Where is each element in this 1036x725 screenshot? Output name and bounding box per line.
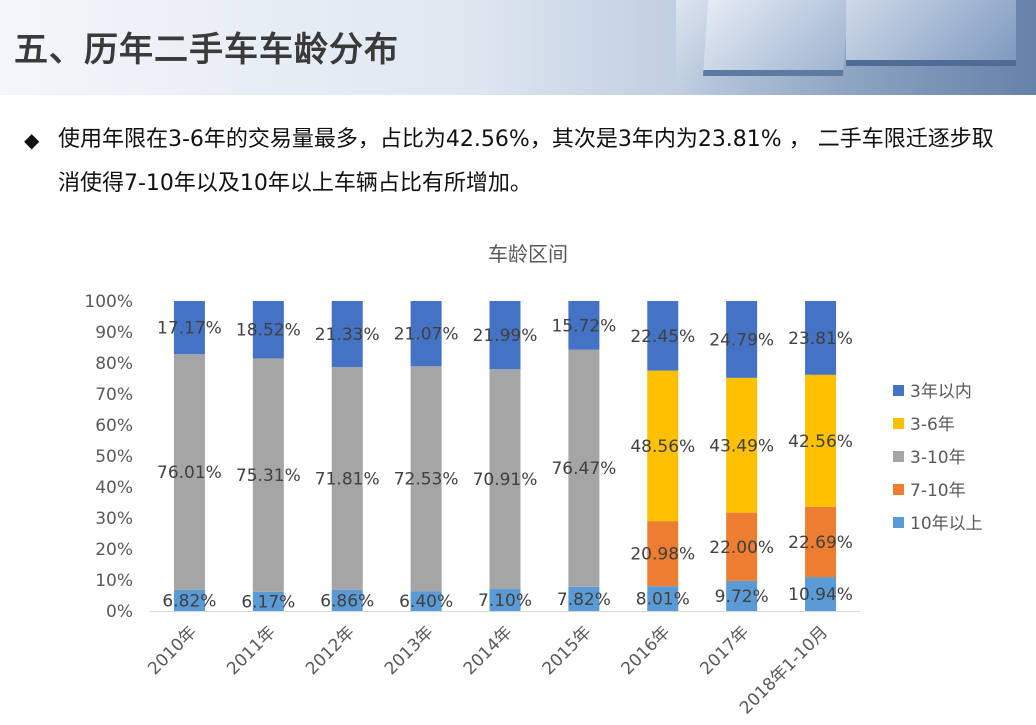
data-label: 72.53% [394, 470, 459, 490]
bar-segment [489, 588, 521, 611]
bar-segment [726, 580, 758, 611]
bar-segment [647, 521, 679, 587]
chart-title: 车龄区间 [488, 242, 568, 266]
bar-segment [647, 301, 679, 371]
header-cube-right [846, 0, 1016, 66]
data-label: 10.94% [788, 585, 853, 605]
data-label: 15.72% [551, 316, 616, 336]
y-tick-label: 0% [106, 602, 133, 622]
bar-segment [331, 367, 363, 590]
data-label: 7.82% [557, 590, 611, 610]
x-category-label: 2014年 [460, 622, 517, 679]
bar-segment [568, 349, 600, 587]
data-label: 23.81% [788, 329, 853, 349]
data-label: 75.31% [236, 466, 301, 486]
y-tick-label: 70% [95, 385, 133, 405]
y-tick-label: 30% [95, 509, 133, 529]
bar-segment [805, 577, 837, 611]
data-label: 6.40% [399, 592, 453, 612]
y-tick-label: 60% [95, 416, 133, 436]
data-label: 6.82% [162, 591, 216, 611]
bar-segment [726, 301, 758, 378]
bar-segment [252, 591, 284, 611]
y-tick-label: 10% [95, 571, 133, 591]
legend-label: 10年以上 [910, 514, 983, 534]
bar-segment [805, 374, 837, 507]
bar-segment [805, 506, 837, 578]
data-label: 22.45% [630, 327, 695, 347]
bar-segment [410, 366, 442, 592]
bar-segment [568, 586, 600, 611]
legend-swatch [893, 385, 904, 396]
bar-segment [726, 512, 758, 581]
bar-segment [647, 370, 679, 522]
data-label: 18.52% [236, 321, 301, 341]
data-label: 7.10% [478, 591, 532, 611]
bar-segment [410, 591, 442, 611]
bar-segment [331, 589, 363, 611]
bar-segment [252, 358, 284, 592]
bar-segment [647, 586, 679, 611]
bar-segment [173, 354, 205, 590]
data-label: 9.72% [715, 587, 769, 607]
y-tick-label: 80% [95, 354, 133, 374]
legend-label: 3-10年 [910, 448, 966, 468]
x-category-label: 2016年 [618, 622, 675, 679]
data-label: 24.79% [709, 330, 774, 350]
legend-swatch [893, 517, 904, 528]
data-label: 6.17% [241, 592, 295, 612]
bar-segment [173, 301, 205, 355]
data-label: 48.56% [630, 437, 695, 457]
data-label: 43.49% [709, 436, 774, 456]
bar-segment [252, 301, 284, 359]
data-label: 22.00% [709, 538, 774, 558]
bar-segment [489, 301, 521, 370]
data-label: 21.99% [473, 326, 538, 346]
bar-segment [568, 300, 600, 350]
y-tick-label: 90% [95, 323, 133, 343]
y-tick-label: 50% [95, 447, 133, 467]
data-label: 21.33% [315, 325, 380, 345]
x-category-label: 2012年 [302, 622, 359, 679]
y-tick-label: 40% [95, 478, 133, 498]
x-category-label: 2015年 [539, 622, 596, 679]
data-label: 42.56% [788, 432, 853, 452]
data-label: 70.91% [473, 470, 538, 490]
header-banner: 五、历年二手车车龄分布 [0, 0, 1036, 95]
legend-label: 3-6年 [910, 415, 955, 435]
x-category-label: 2013年 [381, 622, 438, 679]
bar-segment [331, 301, 363, 368]
data-label: 20.98% [630, 545, 695, 565]
legend-label: 7-10年 [910, 481, 966, 501]
data-label: 76.01% [157, 463, 222, 483]
legend-label: 3年以内 [910, 382, 972, 402]
bar-segment [489, 369, 521, 589]
bar-segment [173, 589, 205, 611]
x-category-label: 2010年 [144, 622, 201, 679]
y-tick-label: 20% [95, 540, 133, 560]
data-label: 22.69% [788, 533, 853, 553]
data-label: 6.86% [320, 591, 374, 611]
diamond-bullet-icon: ◆ [24, 128, 40, 152]
bullet-text: 使用年限在3-6年的交易量最多，占比为42.56%，其次是3年内为23.81% … [58, 127, 994, 196]
legend-swatch [893, 451, 904, 462]
data-label: 8.01% [636, 590, 690, 610]
bar-segment [726, 377, 758, 513]
data-label: 21.07% [394, 325, 459, 345]
data-label: 17.17% [157, 319, 222, 339]
data-label: 71.81% [315, 469, 380, 489]
legend-swatch [893, 418, 904, 429]
bar-segment [805, 301, 837, 375]
legend-swatch [893, 484, 904, 495]
page-title: 五、历年二手车车龄分布 [14, 30, 399, 70]
y-tick-label: 100% [84, 292, 133, 312]
x-category-label: 2017年 [696, 622, 753, 679]
bullet-point: ◆ 使用年限在3-6年的交易量最多，占比为42.56%，其次是3年内为23.81… [24, 118, 1014, 206]
data-label: 76.47% [551, 459, 616, 479]
x-category-label: 2011年 [223, 622, 280, 679]
bar-segment [410, 301, 442, 367]
